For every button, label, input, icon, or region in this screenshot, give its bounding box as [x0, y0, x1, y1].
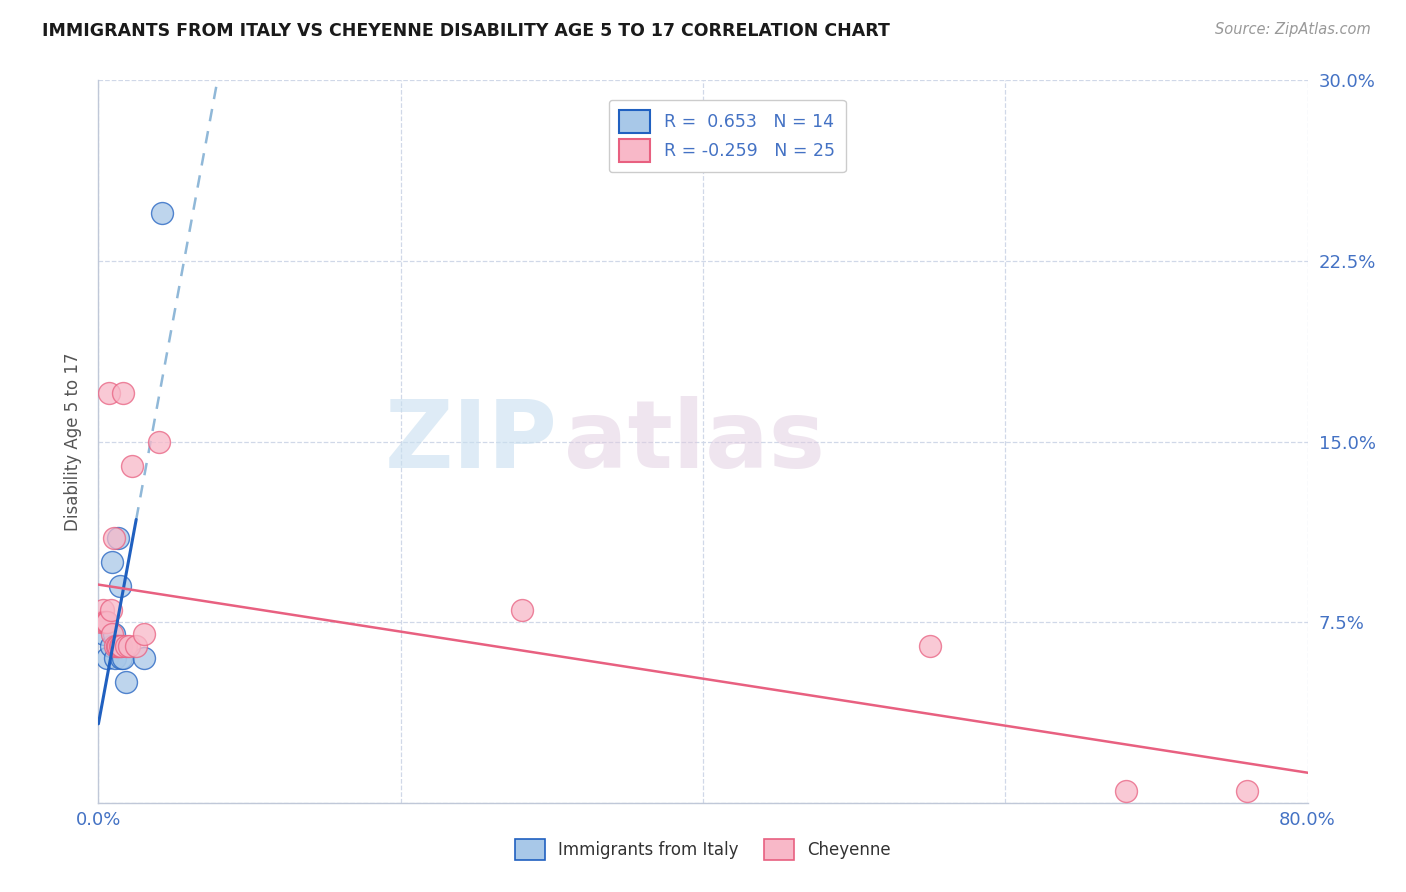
Point: [104, 639, 127, 653]
Point: [107, 639, 129, 653]
Point: [96, 651, 118, 665]
Point: [108, 579, 131, 593]
Point: [100, 639, 122, 653]
Point: [96, 615, 118, 630]
Point: [107, 531, 129, 545]
Text: atlas: atlas: [564, 395, 825, 488]
Point: [110, 651, 132, 665]
Text: IMMIGRANTS FROM ITALY VS CHEYENNE DISABILITY AGE 5 TO 17 CORRELATION CHART: IMMIGRANTS FROM ITALY VS CHEYENNE DISABI…: [42, 22, 890, 40]
Point: [94, 615, 117, 630]
Point: [105, 639, 128, 653]
Text: ZIP: ZIP: [385, 395, 558, 488]
Point: [103, 627, 125, 641]
Point: [118, 639, 141, 653]
Point: [114, 675, 136, 690]
Point: [1236, 784, 1258, 798]
Point: [510, 603, 533, 617]
Point: [98, 386, 121, 401]
Point: [105, 639, 128, 653]
Point: [1115, 784, 1137, 798]
Point: [90, 615, 112, 630]
Point: [100, 603, 122, 617]
Point: [114, 639, 136, 653]
Point: [132, 651, 155, 665]
Legend: Immigrants from Italy, Cheyenne: Immigrants from Italy, Cheyenne: [509, 832, 897, 867]
Point: [111, 386, 134, 401]
Point: [108, 639, 131, 653]
Point: [91, 603, 114, 617]
Point: [125, 639, 148, 653]
Text: Source: ZipAtlas.com: Source: ZipAtlas.com: [1215, 22, 1371, 37]
Point: [111, 651, 134, 665]
Point: [150, 205, 173, 219]
Point: [132, 627, 155, 641]
Point: [93, 627, 115, 641]
Point: [110, 639, 132, 653]
Point: [104, 651, 127, 665]
Point: [121, 458, 143, 473]
Point: [148, 434, 170, 449]
Point: [101, 555, 124, 569]
Point: [918, 639, 941, 653]
Point: [101, 627, 124, 641]
Point: [93, 615, 115, 630]
Y-axis label: Disability Age 5 to 17: Disability Age 5 to 17: [63, 352, 82, 531]
Point: [103, 531, 125, 545]
